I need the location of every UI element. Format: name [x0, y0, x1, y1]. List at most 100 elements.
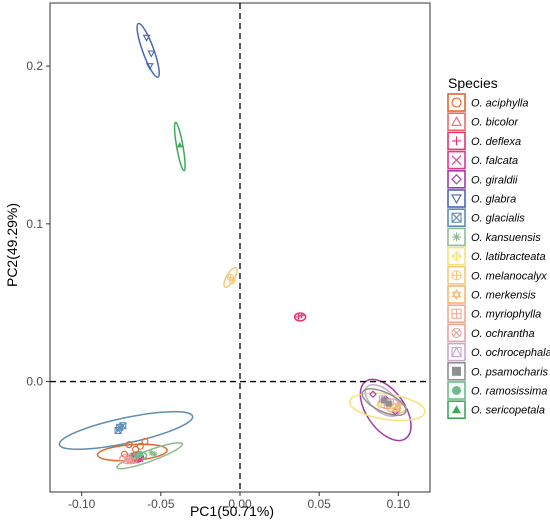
axes-layer: -0.10 -0.05 0.00 0.05 0.10 0.0 0.1 0.2	[26, 3, 430, 511]
legend-label: O. glacialis	[471, 213, 525, 225]
ellipse-o-glacialis	[58, 410, 194, 451]
legend-symbol	[451, 116, 462, 126]
legend-label: O. myriophylla	[471, 309, 541, 321]
x-tick-label: -0.05	[147, 497, 175, 511]
point-o-aciphylla-0	[125, 441, 133, 449]
x-tick-label: 0.10	[387, 497, 411, 511]
legend-symbol	[452, 232, 461, 242]
y-axis-title: PC2(49.29%)	[4, 203, 20, 287]
legend-item-o-kansuensis: O. kansuensis	[447, 227, 541, 247]
legend-item-o-ramosissima: O. ramosissima	[447, 381, 547, 400]
x-tick-label: -0.10	[68, 497, 96, 511]
legend-item-o-psamocharis: O. psamocharis	[447, 361, 549, 381]
legend-symbol	[451, 97, 462, 108]
ellipse-o-sericopetala	[173, 121, 186, 172]
point-o-giraldii-0	[369, 390, 377, 398]
legend-label: O. glabra	[471, 194, 516, 206]
point-o-glabra-0	[142, 34, 151, 42]
ellipse-o-psamocharis	[361, 388, 407, 417]
point-o-kansuensis-1	[151, 451, 158, 458]
y-tick-label: 0.0	[26, 375, 43, 389]
legend-key	[447, 93, 466, 112]
point-o-glabra-2	[145, 63, 154, 71]
legend-key	[447, 170, 466, 189]
legend-symbol	[451, 155, 462, 165]
legend-symbol	[451, 212, 462, 223]
legend-symbol	[451, 194, 462, 205]
legend-label: O. kansuensis	[471, 232, 541, 244]
legend-key	[447, 112, 466, 131]
legend-label: O. aciphylla	[471, 98, 528, 110]
legend-symbol	[451, 327, 462, 338]
legend-item-o-bicolor: O. bicolor	[447, 112, 519, 131]
points-layer	[114, 34, 402, 465]
legend-symbol	[452, 136, 461, 146]
point-o-aciphylla-1	[131, 445, 140, 453]
legend-item-o-ochrocephala: O. ochrocephala	[447, 342, 550, 362]
legend-key	[447, 285, 466, 304]
legend-label: O. ramosissima	[471, 386, 547, 398]
point-o-psamocharis-1	[385, 400, 392, 407]
legend-label: O. merkensis	[471, 290, 536, 302]
point-o-latibracteata-0	[375, 401, 384, 410]
point-o-ramosissima-1	[137, 451, 144, 458]
point-o-deflexa-0	[295, 313, 302, 320]
legend-item-o-giraldii: O. giraldii	[447, 170, 518, 189]
legend-symbol	[451, 308, 462, 319]
point-o-aciphylla-4	[120, 450, 128, 458]
legend-symbol	[452, 366, 461, 376]
legend-item-o-melanocalyx: O. melanocalyx	[447, 265, 547, 285]
ellipse-o-kansuensis	[116, 441, 184, 470]
legend-label: O. ochrantha	[471, 328, 535, 340]
legend-label: O. psamocharis	[471, 366, 549, 378]
legend-item-o-merkensis: O. merkensis	[447, 285, 536, 304]
legend-title: Species	[448, 75, 498, 91]
legend: O. aciphylla O. bicolor O. deflexa O. falca…	[447, 93, 550, 420]
point-o-psamocharis-0	[381, 397, 388, 404]
legend-item-o-sericopetala: O. sericopetala	[447, 400, 545, 420]
legend-item-o-latibracteata: O. latibracteata	[447, 246, 546, 266]
legend-label: O. giraldii	[471, 174, 518, 186]
legend-label: O. melanocalyx	[471, 270, 547, 282]
x-tick-label: 0.00	[228, 497, 252, 511]
x-axis-title: PC1(50.71%)	[190, 503, 274, 519]
legend-label: O. bicolor	[471, 117, 519, 129]
legend-item-o-ochrantha: O. ochrantha	[447, 323, 535, 343]
point-o-glabra-1	[147, 50, 156, 58]
legend-label: O. falcata	[471, 155, 518, 167]
legend-symbol	[451, 346, 462, 358]
legend-label: O. ochrocephala	[471, 347, 550, 359]
legend-item-o-aciphylla: O. aciphylla	[447, 93, 528, 112]
legend-item-o-glabra: O. glabra	[447, 189, 516, 208]
legend-item-o-falcata: O. falcata	[447, 150, 518, 170]
point-o-glacialis-2	[114, 426, 122, 435]
legend-symbol	[452, 386, 461, 395]
legend-label: O. latibracteata	[471, 251, 546, 263]
legend-key	[447, 342, 466, 362]
legend-label: O. sericopetala	[471, 405, 545, 417]
legend-symbol	[451, 250, 462, 262]
point-o-kansuensis-0	[148, 449, 155, 456]
point-o-merkensis-1	[391, 405, 399, 415]
legend-symbol	[452, 405, 461, 414]
y-tick-label: 0.2	[26, 59, 43, 73]
point-o-sericopetala-0	[176, 141, 183, 148]
point-o-aciphylla-2	[136, 442, 144, 450]
legend-item-o-myriophylla: O. myriophylla	[447, 304, 541, 324]
point-o-ochrantha-1	[127, 456, 135, 465]
x-tick-label: 0.05	[307, 497, 331, 511]
legend-label: O. deflexa	[471, 136, 521, 148]
legend-symbol	[451, 270, 462, 281]
legend-symbol	[451, 174, 462, 185]
point-o-aciphylla-3	[141, 437, 149, 446]
legend-item-o-glacialis: O. glacialis	[447, 208, 525, 227]
legend-item-o-deflexa: O. deflexa	[447, 131, 521, 151]
ellipse-o-melanocalyx	[223, 266, 238, 289]
y-tick-label: 0.1	[26, 217, 43, 231]
legend-key	[447, 189, 466, 208]
point-o-deflexa-1	[298, 312, 305, 319]
point-o-melanocalyx-1	[228, 277, 236, 285]
legend-symbol	[451, 288, 462, 301]
